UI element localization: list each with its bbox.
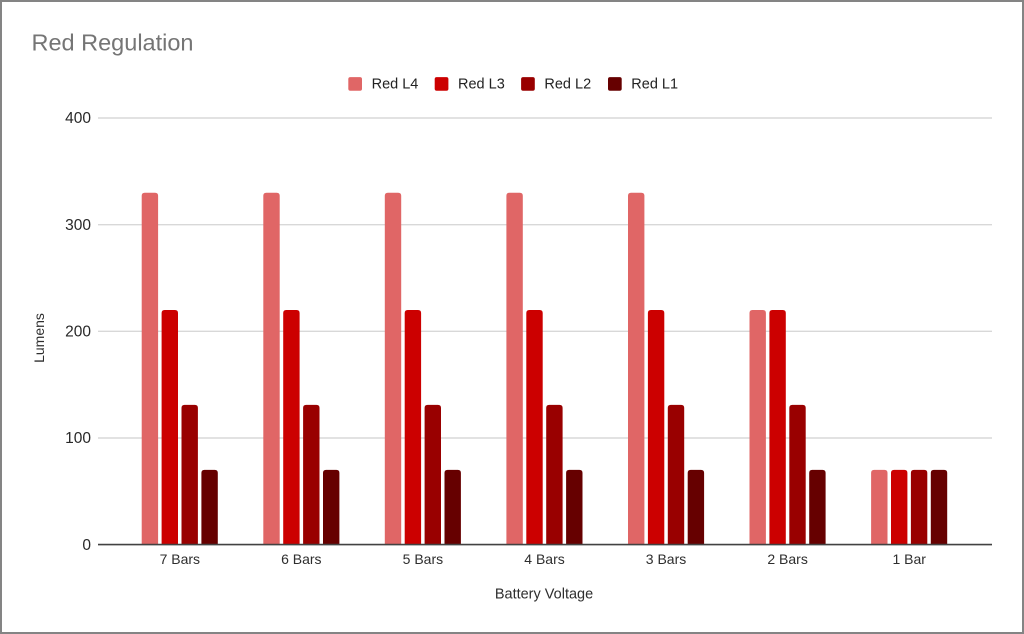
svg-text:7 Bars: 7 Bars	[160, 551, 200, 567]
svg-text:Lumens: Lumens	[31, 313, 47, 363]
svg-text:2 Bars: 2 Bars	[767, 551, 807, 567]
svg-text:1 Bar: 1 Bar	[892, 551, 926, 567]
svg-text:300: 300	[65, 217, 91, 234]
svg-text:400: 400	[65, 110, 91, 127]
svg-text:5 Bars: 5 Bars	[403, 551, 443, 567]
svg-text:6 Bars: 6 Bars	[281, 551, 321, 567]
svg-text:Red Regulation: Red Regulation	[32, 30, 194, 56]
svg-text:100: 100	[65, 430, 91, 447]
svg-text:200: 200	[65, 324, 91, 341]
svg-text:Red L1: Red L1	[631, 77, 678, 93]
svg-text:Red L3: Red L3	[458, 77, 505, 93]
svg-text:Red L4: Red L4	[372, 77, 419, 93]
svg-text:Battery Voltage: Battery Voltage	[495, 587, 593, 603]
svg-text:3 Bars: 3 Bars	[646, 551, 686, 567]
svg-text:4 Bars: 4 Bars	[524, 551, 564, 567]
svg-text:Red L2: Red L2	[544, 77, 591, 93]
svg-text:0: 0	[82, 537, 91, 554]
